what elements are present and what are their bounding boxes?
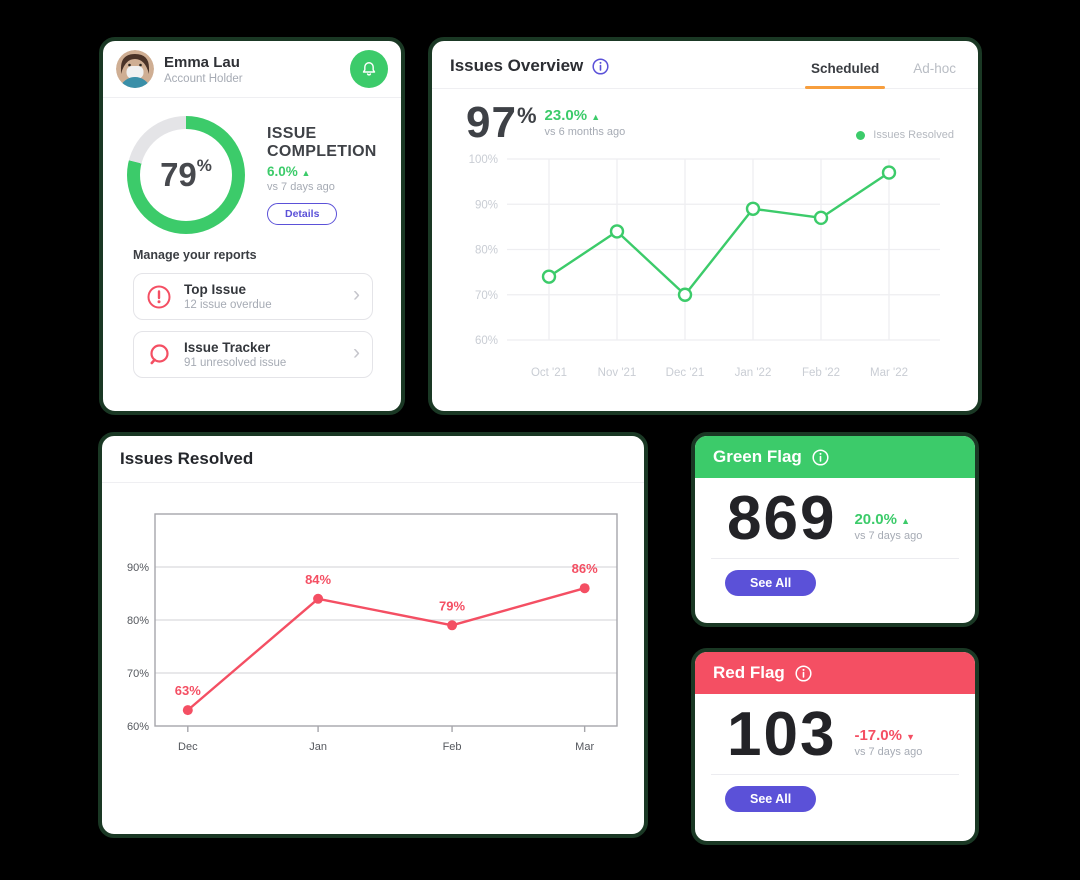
overview-tabs: Scheduled Ad-hoc — [804, 61, 958, 89]
svg-text:70%: 70% — [475, 290, 498, 302]
user-name: Emma Lau — [164, 53, 240, 71]
avatar — [116, 50, 154, 88]
kpi-value: 97% — [466, 98, 537, 147]
svg-text:Jan: Jan — [309, 741, 327, 753]
svg-text:90%: 90% — [475, 199, 498, 211]
svg-text:70%: 70% — [127, 668, 149, 680]
profile-header: Emma Lau Account Holder — [103, 41, 401, 98]
details-button[interactable]: Details — [267, 203, 338, 226]
divider — [711, 773, 959, 775]
red-flag-title: Red Flag — [713, 663, 785, 682]
svg-text:80%: 80% — [127, 615, 149, 627]
report-item-subtitle: 12 issue overdue — [184, 299, 272, 311]
legend-dot-icon — [856, 130, 866, 140]
alert-circle-icon — [146, 284, 172, 310]
red-flag-value: 103 — [727, 700, 837, 769]
svg-text:Dec: Dec — [178, 741, 198, 753]
tab-scheduled[interactable]: Scheduled — [804, 61, 886, 89]
overview-header: Issues Overview Scheduled Ad-hoc — [432, 41, 978, 89]
svg-text:Oct '21: Oct '21 — [531, 367, 567, 379]
svg-text:Mar '22: Mar '22 — [870, 367, 908, 379]
report-item-title: Top Issue — [184, 282, 247, 297]
kpi-delta: 23.0% ▲ — [544, 107, 601, 124]
trend-up-icon: ▲ — [591, 112, 601, 122]
chevron-right-icon: › — [353, 283, 360, 306]
completion-delta-caption: vs 7 days ago — [267, 181, 335, 194]
svg-text:Nov '21: Nov '21 — [598, 367, 637, 379]
info-icon[interactable] — [812, 448, 829, 466]
kpi-delta-caption: vs 6 months ago — [544, 126, 626, 138]
top-issue-item[interactable]: Top Issue 12 issue overdue › — [133, 273, 373, 320]
legend: Issues Resolved — [856, 129, 954, 141]
report-item-title: Issue Tracker — [184, 340, 271, 355]
green-flag-header: Green Flag — [695, 436, 975, 478]
svg-text:Feb: Feb — [443, 741, 462, 753]
trend-up-icon: ▲ — [901, 515, 911, 526]
green-flag-delta-caption: vs 7 days ago — [854, 529, 923, 542]
svg-text:Jan '22: Jan '22 — [735, 367, 772, 379]
completion-donut: 79% — [127, 116, 245, 234]
green-flag-card: Green Flag 869 20.0% ▲ vs 7 days ago See… — [691, 432, 979, 627]
overview-title: Issues Overview — [450, 56, 584, 75]
completion-percent: 79 — [160, 156, 197, 193]
user-role: Account Holder — [164, 72, 243, 85]
completion-percent-unit: % — [196, 156, 212, 175]
svg-text:84%: 84% — [305, 572, 331, 587]
green-flag-title: Green Flag — [713, 447, 802, 466]
green-flag-value: 869 — [727, 484, 837, 553]
svg-text:90%: 90% — [127, 562, 149, 574]
profile-card: Emma Lau Account Holder 79% ISSUE COMPLE… — [99, 37, 405, 415]
metric-title: ISSUE COMPLETION — [267, 124, 377, 160]
svg-text:80%: 80% — [475, 245, 498, 257]
see-all-button[interactable]: See All — [725, 785, 817, 812]
avatar-image — [116, 50, 154, 88]
tab-adhoc[interactable]: Ad-hoc — [913, 61, 956, 76]
issues-resolved-card: Issues Resolved 90% 80% 70% 60% Dec Jan Feb Mar… — [98, 432, 648, 838]
svg-text:63%: 63% — [175, 683, 201, 698]
red-flag-card: Red Flag 103 -17.0% ▼ vs 7 days ago See … — [691, 648, 979, 845]
legend-label: Issues Resolved — [873, 129, 954, 141]
svg-text:79%: 79% — [439, 598, 465, 613]
issues-resolved-chart: 90% 80% 70% 60% Dec Jan Feb Mar 63% 84% 79% 86% — [127, 513, 618, 753]
issue-tracker-item[interactable]: Issue Tracker 91 unresolved issue › — [133, 331, 373, 378]
completion-delta: 6.0% ▲ — [267, 164, 311, 180]
info-icon[interactable] — [795, 664, 812, 682]
svg-text:Feb '22: Feb '22 — [802, 367, 840, 379]
svg-text:60%: 60% — [127, 721, 149, 733]
green-flag-delta: 20.0% ▲ — [854, 510, 911, 528]
bell-icon — [362, 62, 376, 76]
resolved-title: Issues Resolved — [120, 449, 254, 468]
svg-text:100%: 100% — [469, 154, 498, 166]
trend-down-icon: ▼ — [906, 731, 916, 742]
notifications-button[interactable] — [350, 50, 388, 88]
trend-up-icon: ▲ — [301, 168, 311, 179]
red-flag-delta: -17.0% ▼ — [854, 726, 916, 744]
issues-overview-card: Issues Overview Scheduled Ad-hoc 97% 23.… — [428, 37, 982, 415]
search-icon — [146, 342, 172, 368]
manage-reports-title: Manage your reports — [133, 248, 257, 262]
chevron-right-icon: › — [353, 341, 360, 364]
svg-text:86%: 86% — [572, 561, 598, 576]
svg-text:60%: 60% — [475, 335, 498, 347]
red-flag-header: Red Flag — [695, 652, 975, 694]
svg-text:Mar: Mar — [575, 741, 594, 753]
divider — [711, 557, 959, 559]
resolved-header: Issues Resolved — [102, 436, 644, 483]
info-icon[interactable] — [592, 57, 609, 75]
report-item-subtitle: 91 unresolved issue — [184, 357, 287, 369]
see-all-button[interactable]: See All — [725, 569, 817, 596]
red-flag-delta-caption: vs 7 days ago — [854, 745, 923, 758]
svg-text:Dec '21: Dec '21 — [666, 367, 705, 379]
overview-kpi: 97% 23.0% ▲ vs 6 months ago Issues Resol… — [432, 89, 978, 145]
issues-overview-chart: 100% 90% 80% 70% 60% Oct '21 Nov '21 Dec '21 Jan… — [469, 154, 940, 379]
